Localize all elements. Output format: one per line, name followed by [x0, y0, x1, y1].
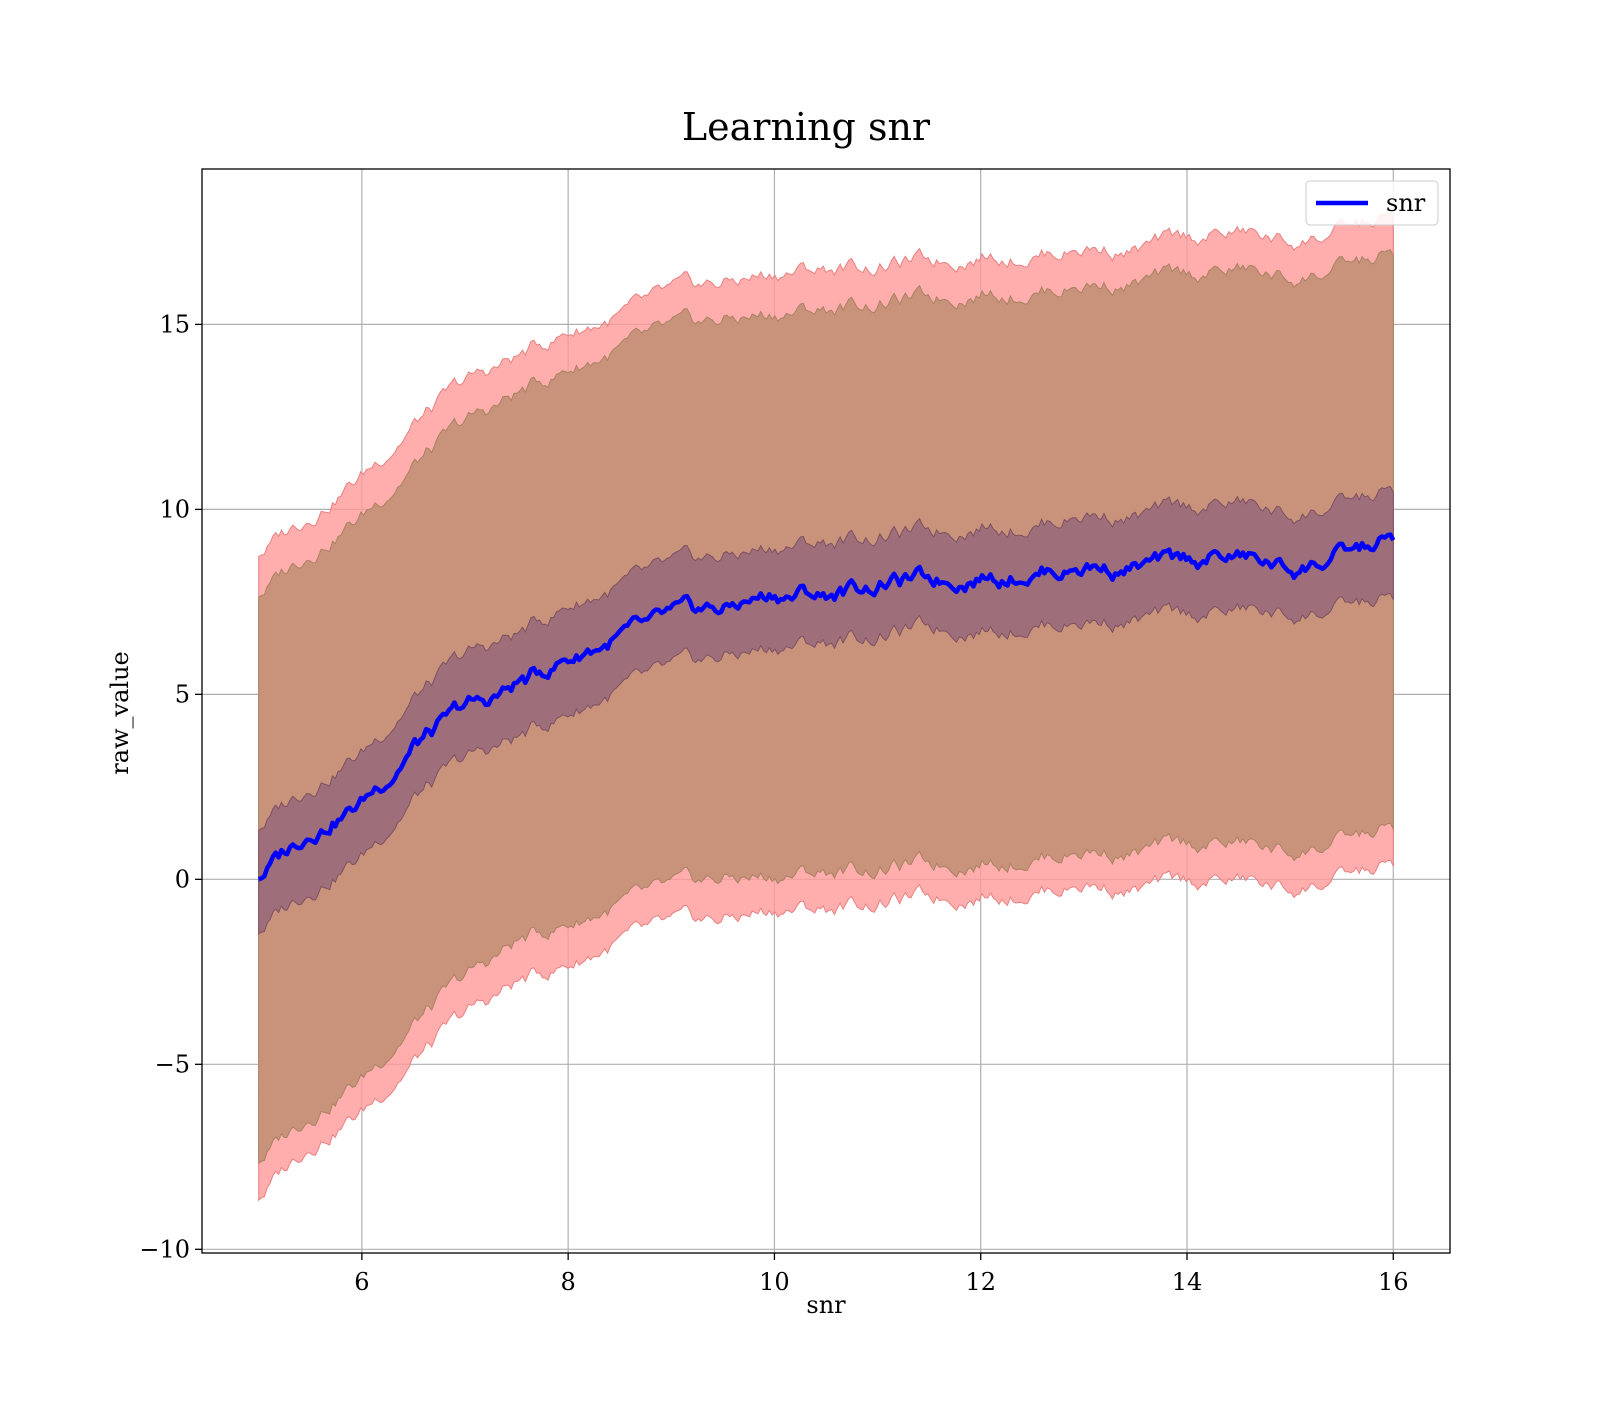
y-tick-label-4: 10	[159, 495, 190, 523]
x-tick-label-5: 16	[1378, 1268, 1409, 1296]
y-tick-label-5: 15	[159, 310, 190, 338]
legend: snr	[1305, 180, 1439, 226]
y-tick-label-1: −5	[155, 1050, 190, 1078]
confidence-bands	[258, 212, 1394, 1202]
x-tick-label-0: 6	[354, 1268, 369, 1296]
y-tick-label-2: 0	[175, 865, 190, 893]
chart-title: Learning snr	[682, 105, 931, 149]
legend-label-snr: snr	[1386, 189, 1426, 217]
series-lines	[257, 532, 1396, 882]
y-tick-label-0: −10	[139, 1235, 190, 1263]
x-tick-label-4: 14	[1172, 1268, 1203, 1296]
x-tick-label-3: 12	[965, 1268, 996, 1296]
band-middle	[258, 249, 1394, 1165]
x-tick-label-2: 10	[759, 1268, 790, 1296]
x-axis-label: snr	[806, 1291, 846, 1319]
legend-box	[1305, 180, 1439, 226]
plot-frame	[201, 168, 1451, 1254]
series-line-snr	[257, 532, 1396, 882]
band-inner	[258, 486, 1394, 935]
x-tick-label-1: 8	[561, 1268, 576, 1296]
y-tick-label-3: 5	[175, 680, 190, 708]
axes: 6 8 10 12 14 16 −10 −5 0 5 10 15	[139, 168, 1451, 1296]
y-axis-label: raw_value	[106, 651, 134, 775]
